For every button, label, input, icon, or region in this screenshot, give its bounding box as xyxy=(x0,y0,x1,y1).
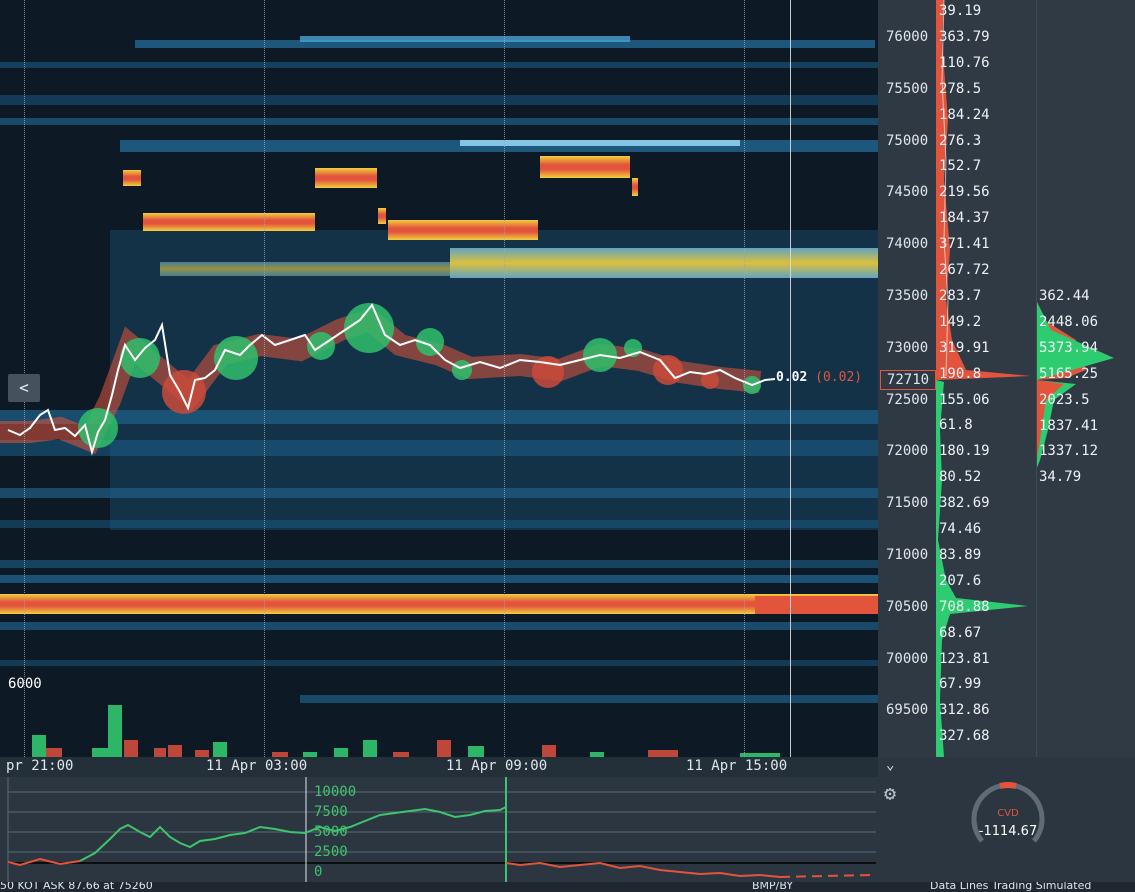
volume-label: 278.5 xyxy=(939,80,982,97)
cvd-gauge: CVD -1114.67 xyxy=(971,782,1045,843)
price-tick: 75500 xyxy=(886,80,929,97)
volume-label: 68.67 xyxy=(939,624,982,641)
volume-label: 708.88 xyxy=(939,598,990,615)
volume-label: 363.79 xyxy=(939,28,990,45)
volume-profile-panel: 39.19 363.79 110.76 278.5 184.24 276.3 152.7 21… xyxy=(936,0,1135,757)
volume-label: 61.8 xyxy=(939,417,973,434)
volume-label: 184.24 xyxy=(939,106,990,123)
volume-label: 312.86 xyxy=(939,702,990,719)
volume-label: 74.46 xyxy=(939,521,982,537)
volume-label: 149.2 xyxy=(939,313,982,330)
current-delta-label: 0.02 (0.02) xyxy=(776,370,862,385)
volume-label: 276.3 xyxy=(939,132,982,149)
time-axis[interactable]: pr 21:00 11 Apr 03:00 11 Apr 09:00 11 Ap… xyxy=(0,757,878,777)
volume-label: 327.68 xyxy=(939,728,990,745)
volume-label: 219.56 xyxy=(939,184,990,201)
volume-label: 80.52 xyxy=(939,469,982,486)
time-label: pr 21:00 xyxy=(6,758,74,774)
price-tick: 75000 xyxy=(886,132,929,149)
session-volume-label: 34.79 xyxy=(1039,469,1082,486)
cvd-gauge-label: CVD xyxy=(997,808,1019,819)
grid-line xyxy=(264,0,265,757)
volume-label: 190.8 xyxy=(939,365,982,382)
heatmap-canvas xyxy=(0,36,878,757)
cvd-axis-label: 7500 xyxy=(314,804,348,820)
time-label: 11 Apr 03:00 xyxy=(206,758,308,774)
cvd-axis-label: 10000 xyxy=(314,784,357,800)
session-volume-label: 5165.25 xyxy=(1039,365,1099,382)
status-left: 50 KOT ASK 87.66 at 75260 xyxy=(0,882,153,892)
gear-icon[interactable]: ⚙ xyxy=(884,781,897,805)
price-tick: 70500 xyxy=(886,598,929,615)
session-volume-label: 2448.06 xyxy=(1039,313,1099,330)
volume-label: 267.72 xyxy=(939,262,990,278)
current-delta-paren: (0.02) xyxy=(815,370,863,385)
price-tick: 76000 xyxy=(886,29,929,45)
session-volume-label: 1337.12 xyxy=(1039,443,1099,460)
volume-label: 83.89 xyxy=(939,546,982,563)
volume-label: 371.41 xyxy=(939,236,990,253)
cvd-axis-label: 5000 xyxy=(314,824,348,840)
price-tick: 69500 xyxy=(886,702,929,719)
volume-label: 155.06 xyxy=(939,391,990,408)
price-tick: 72500 xyxy=(886,391,929,408)
grid-line xyxy=(504,0,505,757)
volume-label: 123.81 xyxy=(939,650,990,667)
session-volume-label: 1837.41 xyxy=(1039,417,1099,434)
cvd-gauge-value: -1114.67 xyxy=(979,824,1037,839)
grid-line xyxy=(744,0,745,757)
current-delta-value: 0.02 xyxy=(776,370,808,385)
status-bar: 50 KOT ASK 87.66 at 75260 BMP/BY Data Li… xyxy=(0,882,1135,892)
volume-label: 184.37 xyxy=(939,210,990,227)
price-tick: 73500 xyxy=(886,288,929,304)
price-scale[interactable]: 76000 75500 75000 74500 74000 73500 73000 72500… xyxy=(878,0,936,757)
session-volume-label: 5373.94 xyxy=(1039,339,1099,356)
volume-label: 67.99 xyxy=(939,676,982,693)
volume-label: 39.19 xyxy=(939,3,982,19)
current-price-tag: 72710 xyxy=(880,370,936,390)
collapse-panel-button[interactable]: < xyxy=(8,374,40,402)
volume-label: 382.69 xyxy=(939,495,990,512)
time-label: 11 Apr 15:00 xyxy=(686,758,788,774)
session-volume-label: 362.44 xyxy=(1039,288,1090,304)
cvd-axis-label: 0 xyxy=(314,864,323,880)
price-tick: 72000 xyxy=(886,443,929,460)
volume-label: 207.6 xyxy=(939,572,982,589)
cvd-line-chart xyxy=(7,777,876,882)
volume-label: 283.7 xyxy=(939,287,982,304)
heatmap-chart[interactable]: < 6000 0.02 (0.02) xyxy=(0,0,878,757)
status-right: Data Lines Trading Simulated xyxy=(930,882,1092,892)
status-middle: BMP/BY xyxy=(752,882,794,892)
crosshair-line xyxy=(790,0,791,892)
volume-label: 180.19 xyxy=(939,443,990,460)
volume-label: 110.76 xyxy=(939,54,990,71)
price-tick: 71500 xyxy=(886,495,929,512)
volume-profile-shape xyxy=(936,0,1114,757)
price-tick: 74000 xyxy=(886,236,929,253)
volume-label: 319.91 xyxy=(939,339,990,356)
cvd-axis-label: 2500 xyxy=(314,844,348,860)
cvd-side-panel: ⌄ ⚙ CVD -1114.67 xyxy=(878,757,1135,892)
chevron-down-icon[interactable]: ⌄ xyxy=(886,757,895,773)
volume-label: 152.7 xyxy=(939,158,982,175)
price-tick: 70000 xyxy=(886,650,929,667)
price-tick: 71000 xyxy=(886,547,929,563)
time-label: 11 Apr 09:00 xyxy=(446,758,548,774)
session-volume-label: 2023.5 xyxy=(1039,391,1090,408)
cvd-chart[interactable]: 10000 7500 5000 2500 0 xyxy=(0,777,878,882)
profile-separator xyxy=(1036,0,1037,757)
price-tick: 73000 xyxy=(886,339,929,356)
price-tick: 74500 xyxy=(886,184,929,201)
volume-axis-label: 6000 xyxy=(8,676,42,692)
